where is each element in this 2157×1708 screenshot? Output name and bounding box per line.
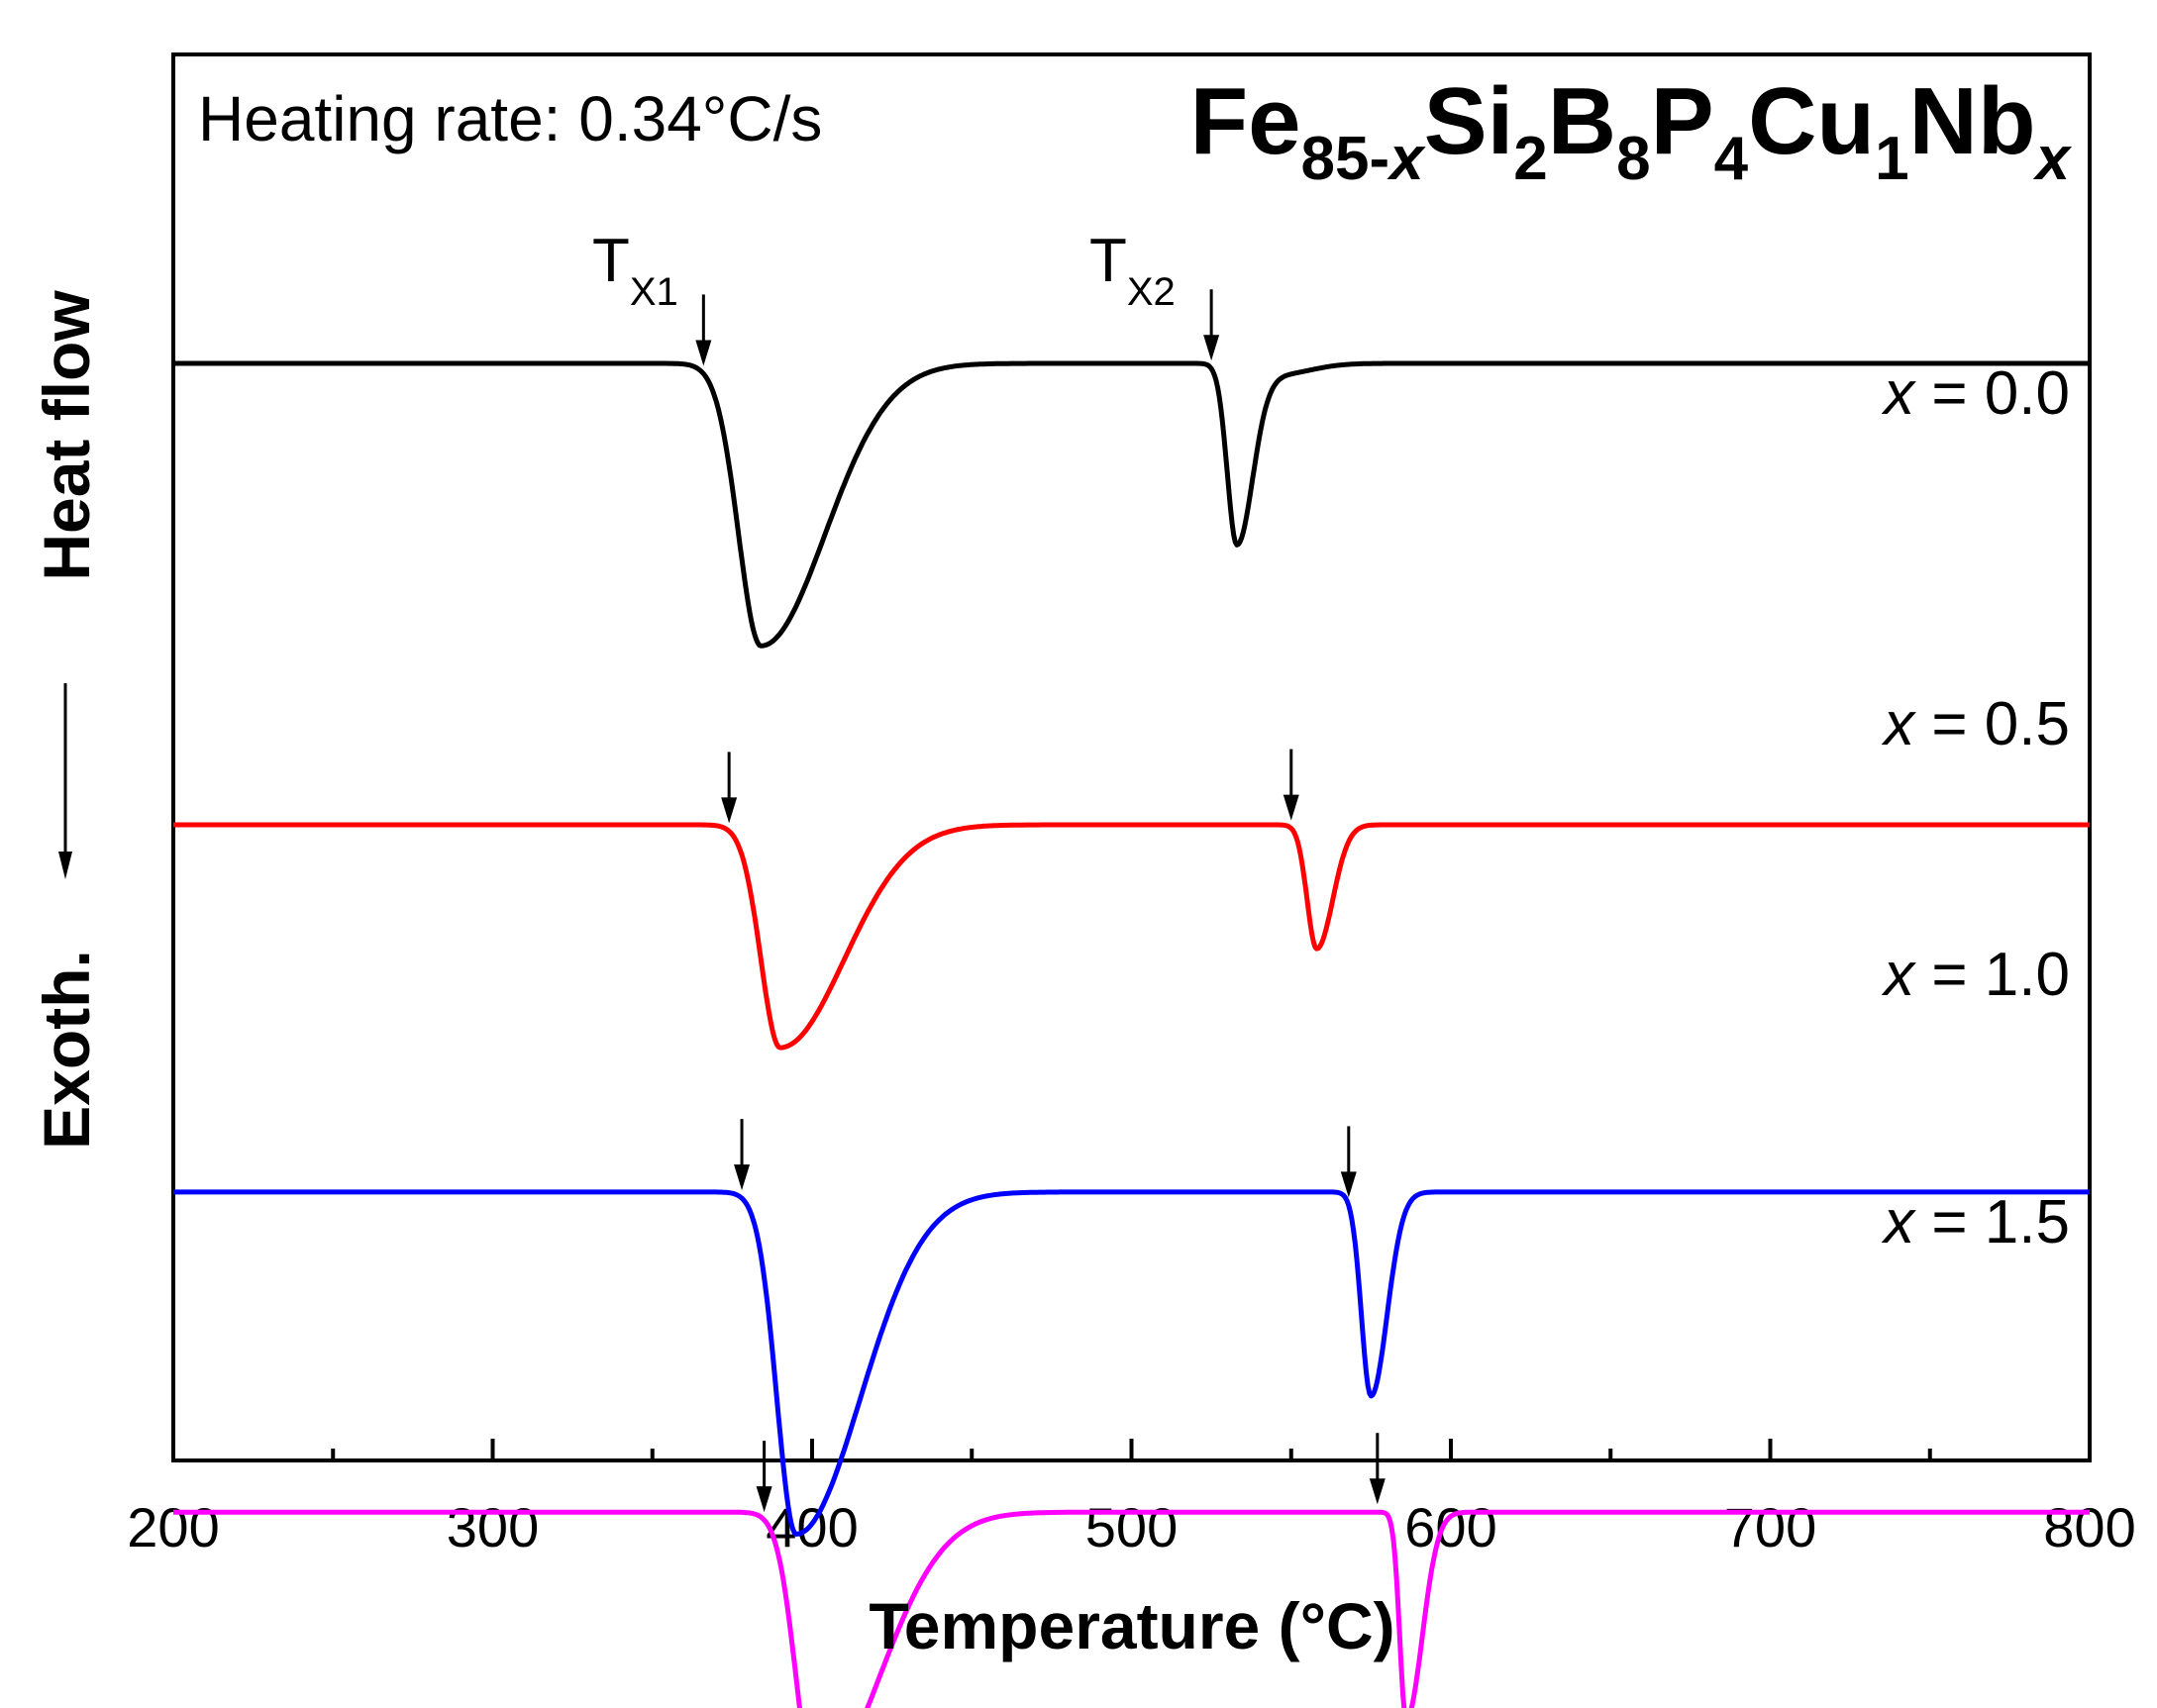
y-axis-label-exoth: Exoth. (30, 950, 103, 1150)
onset-arrow-icon (721, 752, 738, 824)
onset-arrow-icon (695, 294, 712, 366)
series-label-value: = 1.0 (1914, 941, 2070, 1009)
onset-arrows (695, 289, 1386, 1513)
series-label-value: = 0.5 (1914, 690, 2070, 758)
curve-series-0 (172, 360, 2091, 649)
formula-subscript: 85- (1300, 125, 1389, 193)
series-label-2: x = 1.0 (1881, 941, 2070, 1009)
x-tick-label-800: 800 (2043, 1496, 2135, 1558)
formula-element: Fe (1189, 68, 1300, 174)
x-tick-label-300: 300 (447, 1496, 539, 1558)
onset-arrow-icon (734, 1119, 751, 1191)
x-axis-label: Temperature (°C) (869, 1589, 1394, 1662)
onset-arrow-icon (1203, 289, 1220, 361)
series-label-var: x (1881, 941, 1916, 1009)
series-label-value: = 0.0 (1914, 359, 2070, 428)
formula-element: B (1548, 68, 1616, 174)
formula-subscript-var: x (1387, 125, 1426, 193)
onset-arrow-icon (756, 1441, 772, 1513)
tx2-label-sub: X2 (1127, 270, 1176, 314)
formula-element: Nb (1909, 68, 2036, 174)
x-tick-label-200: 200 (127, 1496, 219, 1558)
series-label-0: x = 0.0 (1881, 359, 2070, 428)
formula-subscript: 4 (1714, 125, 1749, 193)
series-label-var: x (1881, 690, 1916, 758)
onset-arrow-icon (1369, 1433, 1386, 1505)
series-label-value: = 1.5 (1914, 1188, 2070, 1256)
series-labels: x = 0.0x = 0.5x = 1.0x = 1.5 (1881, 359, 2070, 1256)
series-label-var: x (1881, 1188, 1916, 1256)
x-tick-label-700: 700 (1724, 1496, 1816, 1558)
tx2-label-main: T (1089, 227, 1127, 295)
curve-series-1 (172, 822, 2091, 1051)
y-axis-label-heat-flow: Heat flow (30, 290, 103, 581)
formula-subscript: 1 (1875, 125, 1908, 193)
x-axis-ticks (171, 1439, 2092, 1460)
tx1-label-sub: X1 (630, 270, 678, 314)
formula-element: Cu (1748, 68, 1875, 174)
x-axis-tick-labels: 200 300 400 500 600 700 800 (127, 1496, 2135, 1558)
formula-element: P (1651, 68, 1714, 174)
exotherm-direction-arrow-icon (58, 683, 72, 879)
series-label-var: x (1881, 359, 1916, 428)
onset-arrow-icon (1340, 1126, 1357, 1198)
x-tick-label-600: 600 (1404, 1496, 1496, 1558)
tx1-label-main: T (592, 227, 630, 295)
series-label-1: x = 0.5 (1881, 690, 2070, 758)
formula-subscript: 2 (1513, 125, 1547, 193)
chart-title-formula: Fe85-xSi2B8P4Cu1Nbx (1189, 68, 2072, 193)
curve-series-3 (172, 1509, 2091, 1708)
x-tick-label-500: 500 (1085, 1496, 1178, 1558)
series-label-3: x = 1.5 (1881, 1188, 2070, 1256)
curve-series-2 (172, 1189, 2091, 1537)
onset-arrow-icon (1283, 749, 1299, 821)
formula-subscript-var: x (2033, 125, 2073, 193)
dsc-curves (172, 360, 2091, 1708)
heating-rate-annotation: Heating rate: 0.34°C/s (198, 83, 822, 154)
tx2-label: TX2 (1089, 227, 1176, 314)
formula-subscript: 8 (1616, 125, 1650, 193)
plot-frame (171, 52, 2092, 1462)
tx1-label: TX1 (592, 227, 678, 314)
formula-element: Si (1424, 68, 1514, 174)
